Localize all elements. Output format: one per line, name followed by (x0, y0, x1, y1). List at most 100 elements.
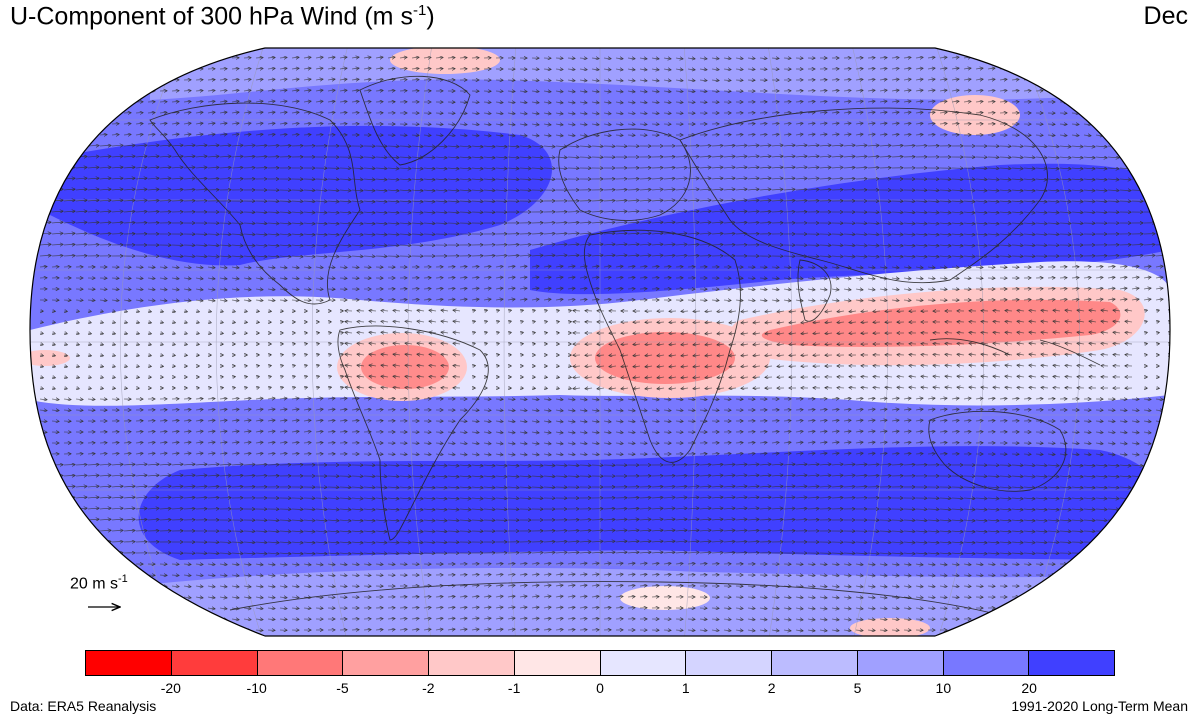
wind-vector (123, 58, 131, 59)
wind-vector (1155, 465, 1167, 466)
wind-vector (423, 57, 431, 58)
wind-vector (1107, 135, 1115, 136)
meridian-line (215, 48, 266, 636)
wind-vector (555, 102, 563, 103)
wind-vector (1095, 585, 1103, 586)
coast-india (797, 259, 832, 322)
wind-vector (1167, 453, 1170, 456)
wind-vector (615, 58, 623, 59)
wind-vector (735, 69, 743, 70)
wind-vector (675, 58, 683, 59)
wind-vector (1167, 552, 1170, 554)
wind-vector (39, 508, 51, 509)
wind-vector (1131, 618, 1139, 619)
wind-vector (1155, 607, 1163, 608)
wind-vector (1167, 287, 1170, 290)
wind-vector (939, 90, 947, 91)
title-close: ) (426, 2, 435, 31)
wind-vector (207, 90, 215, 91)
wind-vector (579, 80, 587, 81)
wind-vector (411, 57, 419, 58)
wind-vector (603, 102, 611, 103)
wind-vector (63, 69, 71, 70)
wind-vector (315, 101, 323, 102)
wind-vector (1119, 113, 1127, 114)
wind-vector (255, 90, 263, 91)
wind-vector (1143, 91, 1151, 92)
wind-vector (1167, 134, 1170, 137)
wind-vector (675, 69, 683, 70)
wind-vector (291, 57, 299, 58)
wind-vector (327, 68, 335, 69)
wind-vector (375, 79, 383, 80)
wind-vector (159, 619, 167, 620)
wind-vector (1167, 563, 1170, 565)
wind-vector (1071, 618, 1079, 619)
wind-vector (1071, 607, 1079, 608)
wind-vector (927, 79, 935, 80)
wind-vector (63, 519, 75, 520)
wind-vector (291, 79, 299, 80)
wind-vector (1155, 574, 1163, 575)
coast-australia (928, 410, 1067, 492)
wind-vector (1143, 563, 1151, 564)
wind-vector (375, 90, 383, 91)
wind-vector (1131, 574, 1139, 575)
meridian-line (311, 48, 350, 636)
wind-vector (75, 69, 83, 70)
wind-vector (387, 79, 395, 80)
field-arctic-band (150, 48, 1100, 100)
wind-vector (435, 57, 443, 58)
wind-vector (1167, 617, 1170, 620)
wind-vector (891, 79, 899, 80)
wind-vector (1131, 607, 1139, 608)
wind-vector (975, 90, 983, 91)
wind-vector (147, 597, 155, 598)
wind-vector (567, 80, 575, 81)
wind-vector (279, 57, 287, 58)
wind-vector (567, 102, 575, 103)
wind-vector (1035, 68, 1043, 69)
wind-vector (303, 90, 311, 91)
wind-vector (1155, 124, 1163, 125)
wind-vector (1143, 585, 1151, 586)
wind-vector (315, 90, 323, 91)
wind-vector (147, 619, 155, 620)
wind-vector (51, 58, 59, 59)
wind-vector (339, 90, 347, 91)
wind-vector (1167, 606, 1170, 609)
wind-vector (687, 91, 695, 92)
wind-vector (519, 91, 527, 92)
wind-vector (975, 57, 983, 58)
wind-vector (39, 486, 51, 487)
wind-vector (915, 57, 923, 58)
wind-vector (975, 79, 983, 80)
wind-vector (747, 58, 755, 59)
wind-vector (1167, 584, 1170, 587)
wind-vector (567, 69, 575, 70)
wind-vector (1023, 68, 1031, 69)
wind-vector (267, 68, 275, 69)
wind-vector (135, 619, 143, 620)
wind-vector (399, 68, 407, 69)
wind-vector (1167, 156, 1170, 158)
wind-vector (51, 497, 63, 498)
wind-vector (903, 68, 911, 69)
wind-vector (867, 90, 875, 91)
wind-vector (1143, 607, 1151, 608)
wind-vector (39, 497, 51, 498)
wind-vector (543, 91, 551, 92)
wind-vector (711, 69, 719, 70)
wind-vector (855, 79, 863, 80)
wind-vector (1059, 607, 1067, 608)
wind-vector (531, 91, 539, 92)
wind-vector (1155, 596, 1163, 597)
wind-vector (915, 90, 923, 91)
coastlines (149, 75, 1101, 616)
wind-vector (219, 90, 227, 91)
wind-vector (1167, 145, 1170, 148)
wind-vector (1131, 135, 1139, 136)
wind-vector (183, 101, 191, 102)
wind-vector (183, 619, 191, 620)
